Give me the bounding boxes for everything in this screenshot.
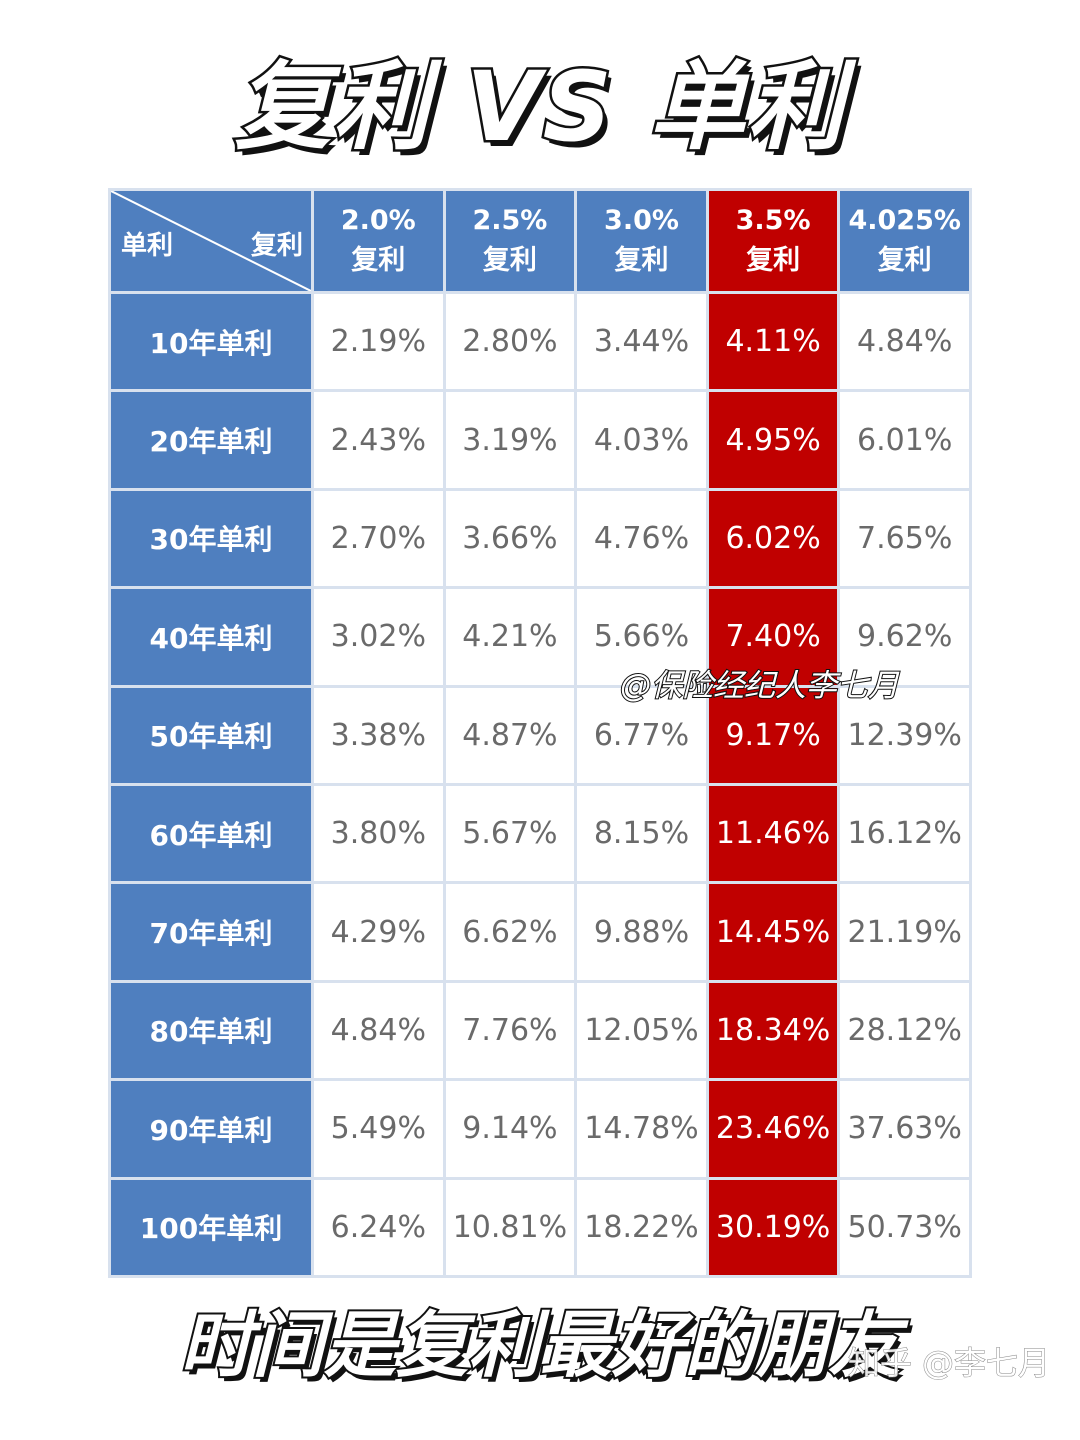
row-header: 60年单利 [111, 786, 311, 882]
column-header: 4.025% 复利 [840, 191, 969, 291]
column-header: 2.5% 复利 [445, 191, 575, 291]
table-cell: 7.40% [708, 589, 838, 685]
column-header: 3.5% 复利 [708, 191, 838, 291]
row-header: 30年单利 [111, 490, 311, 587]
column-header-rate: 4.025% [848, 205, 961, 236]
table-cell: 2.70% [314, 490, 443, 587]
table-cell: 9.14% [445, 1081, 575, 1177]
row-header: 80年单利 [111, 982, 311, 1079]
table-cell: 6.24% [314, 1179, 443, 1275]
table-cell: 6.77% [577, 687, 706, 783]
table-cell: 4.84% [314, 982, 443, 1079]
column-header: 3.0% 复利 [577, 191, 706, 291]
table-cell: 23.46% [708, 1081, 838, 1177]
column-header: 2.0% 复利 [314, 191, 443, 291]
table-cell: 3.44% [577, 294, 706, 390]
table-cell: 28.12% [840, 982, 969, 1079]
column-header-label: 复利 [482, 245, 537, 276]
table-cell: 4.76% [577, 490, 706, 587]
table-cell: 14.45% [708, 884, 838, 980]
table-cell: 9.17% [708, 687, 838, 783]
diagonal-divider [111, 191, 311, 291]
table-cell: 6.62% [445, 884, 575, 980]
table-cell: 3.66% [445, 490, 575, 587]
table-cell: 4.87% [445, 687, 575, 783]
compound-vs-simple-table: 单利 复利 2.0% 复利 2.5% 复利 3.0% 复利 3.5% 复利 4.025% 复利 10… [108, 188, 972, 1278]
table-cell: 7.76% [445, 982, 575, 1079]
page-title: 复利 VS 单利 [232, 50, 846, 165]
table-cell: 50.73% [840, 1179, 969, 1275]
table-cell: 4.84% [840, 294, 969, 390]
author-watermark: @保险经纪人李七月 [619, 667, 900, 705]
table-cell: 4.21% [445, 589, 575, 685]
table-cell: 4.11% [708, 294, 838, 390]
table-cell: 7.65% [840, 490, 969, 587]
column-header-label: 复利 [351, 245, 406, 276]
corner-row-label: 单利 [121, 231, 174, 261]
table-cell: 16.12% [840, 786, 969, 882]
table-cell: 4.95% [708, 392, 838, 488]
table-cell: 10.81% [445, 1179, 575, 1275]
column-header-label: 复利 [746, 245, 801, 276]
row-header: 90年单利 [111, 1081, 311, 1177]
table-cell: 9.62% [840, 589, 969, 685]
footer-slogan: 时间是复利最好的朋友 [178, 1301, 902, 1389]
table-corner-header: 单利 复利 [111, 191, 311, 291]
table-cell: 3.80% [314, 786, 443, 882]
table-cell: 2.43% [314, 392, 443, 488]
row-header: 70年单利 [111, 884, 311, 980]
table-cell: 3.38% [314, 687, 443, 783]
zhihu-watermark: 知乎 @李七月 [847, 1344, 1050, 1383]
column-header-label: 复利 [877, 245, 932, 276]
table-cell: 2.80% [445, 294, 575, 390]
table-cell: 6.01% [840, 392, 969, 488]
table-cell: 5.66% [577, 589, 706, 685]
table-cell: 14.78% [577, 1081, 706, 1177]
table-cell: 4.29% [314, 884, 443, 980]
row-header: 50年单利 [111, 687, 311, 783]
row-header: 10年单利 [111, 294, 311, 390]
table-cell: 8.15% [577, 786, 706, 882]
table-cell: 9.88% [577, 884, 706, 980]
table-cell: 37.63% [840, 1081, 969, 1177]
table-cell: 30.19% [708, 1179, 838, 1275]
table-cell: 3.02% [314, 589, 443, 685]
row-header: 40年单利 [111, 589, 311, 685]
column-header-rate: 3.5% [735, 205, 811, 236]
column-header-rate: 2.5% [472, 205, 548, 236]
table-cell: 12.05% [577, 982, 706, 1079]
table-cell: 21.19% [840, 884, 969, 980]
corner-col-label: 复利 [250, 231, 303, 261]
column-header-label: 复利 [614, 245, 669, 276]
row-header: 20年单利 [111, 392, 311, 488]
table-cell: 12.39% [840, 687, 969, 783]
table-cell: 4.03% [577, 392, 706, 488]
table-cell: 5.49% [314, 1081, 443, 1177]
table-cell: 5.67% [445, 786, 575, 882]
table-cell: 18.34% [708, 982, 838, 1079]
column-header-rate: 3.0% [604, 205, 679, 236]
row-header: 100年单利 [111, 1179, 311, 1275]
table-cell: 3.19% [445, 392, 575, 488]
table-cell: 11.46% [708, 786, 838, 882]
table-cell: 18.22% [577, 1179, 706, 1275]
column-header-rate: 2.0% [340, 205, 416, 236]
table-cell: 6.02% [708, 490, 838, 587]
table-cell: 2.19% [314, 294, 443, 390]
